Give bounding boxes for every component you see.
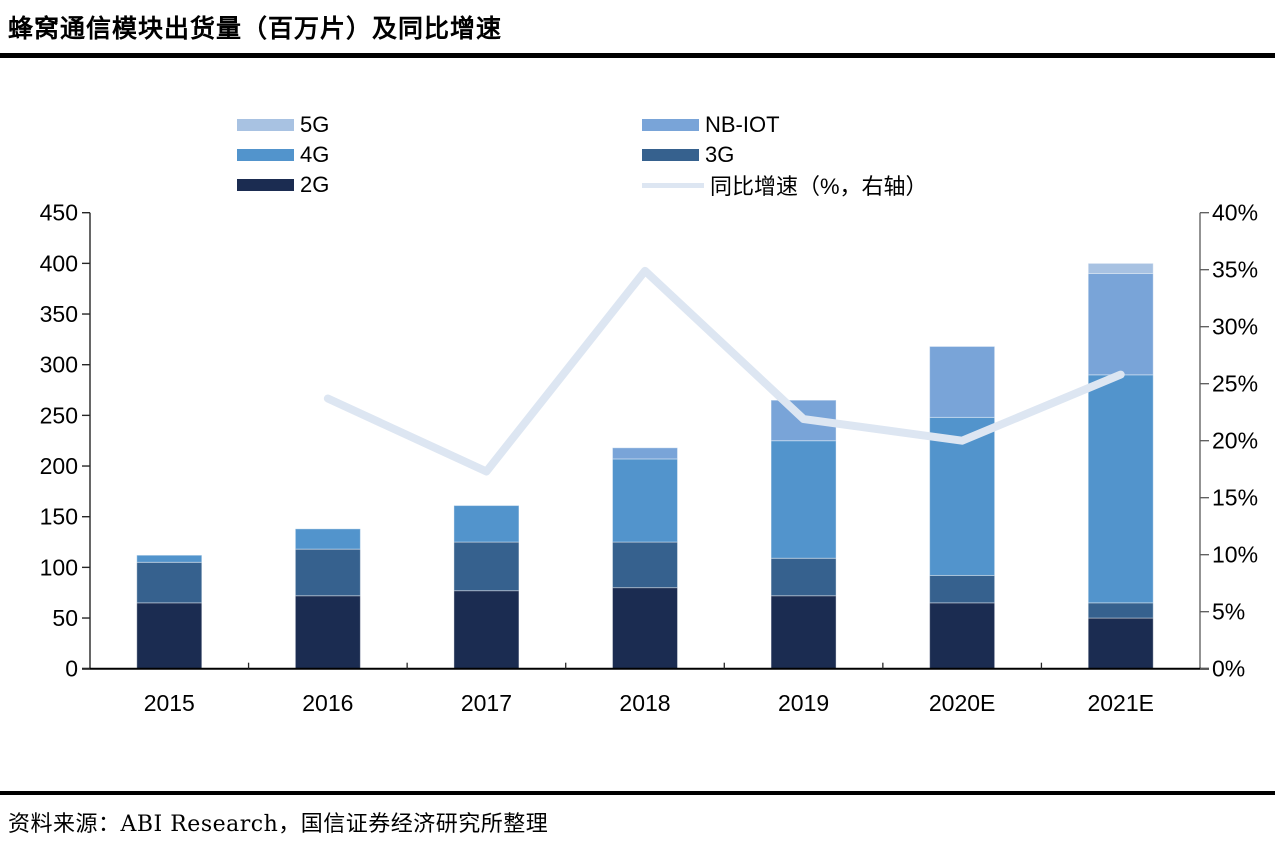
legend-item-3g: 3G	[642, 140, 928, 170]
bar-segment-2017-3G	[453, 541, 520, 592]
right-axis-label: 10%	[1212, 542, 1258, 568]
legend-column-right: NB-IOT 3G 同比增速（%，右轴）	[642, 110, 928, 200]
right-axis-label: 25%	[1212, 371, 1258, 397]
page-title: 蜂窝通信模块出货量（百万片）及同比增速	[8, 14, 503, 43]
left-axis-label: 400	[40, 250, 78, 276]
x-axis-label: 2015	[144, 690, 195, 716]
bar-segment-2020E-3G	[929, 574, 996, 604]
bar-segment-2015-4G	[136, 554, 203, 563]
legend-item-2g: 2G	[237, 170, 329, 200]
legend-column-left: 5G 4G 2G	[237, 110, 329, 200]
legend-label: 3G	[705, 142, 735, 167]
bar-segment-2015-2G	[136, 602, 203, 670]
x-axis-label: 2016	[302, 690, 353, 716]
bar-segment-2019-2G	[770, 595, 837, 670]
bar-segment-2020E-2G	[929, 602, 996, 670]
legend-label: 同比增速（%，右轴）	[710, 174, 928, 199]
title-rule	[0, 53, 1275, 58]
growth-line	[323, 266, 1125, 476]
x-axis-label: 2017	[461, 690, 512, 716]
bar-segment-2019-3G	[770, 557, 837, 597]
bar-segment-2019-4G	[770, 440, 837, 559]
bar-segment-2021E-4G	[1087, 374, 1154, 604]
growth-line-swatch-icon	[642, 182, 704, 188]
bar-segment-2021E-3G	[1087, 602, 1154, 619]
2g-swatch-icon	[237, 179, 294, 191]
bar-segment-2016-4G	[294, 528, 361, 550]
bar-segment-2018-3G	[612, 541, 678, 589]
bar-segment-2018-4G	[612, 458, 678, 543]
right-axis-label: 20%	[1212, 428, 1258, 454]
left-axis-label: 0	[65, 656, 78, 682]
right-axis-label: 15%	[1212, 485, 1258, 511]
right-axis-label: 40%	[1212, 200, 1258, 226]
left-axis-label: 300	[40, 352, 78, 378]
right-axis-label: 35%	[1212, 257, 1258, 283]
x-axis-label: 2019	[778, 690, 829, 716]
right-axis-label: 5%	[1212, 599, 1245, 625]
left-axis-label: 250	[40, 402, 78, 428]
bar-segment-2021E-2G	[1087, 617, 1154, 670]
right-axis-label: 0%	[1212, 656, 1245, 682]
legend-label: 2G	[300, 172, 330, 197]
bar-segment-2021E-5G	[1087, 262, 1154, 275]
left-axis-label: 100	[40, 554, 78, 580]
left-axis-label: 450	[40, 200, 78, 226]
legend-label: 5G	[300, 112, 330, 137]
legend-label: 4G	[300, 142, 330, 167]
legend-item-nbiot: NB-IOT	[642, 110, 928, 140]
bar-segment-2016-3G	[294, 548, 361, 597]
footer-rule	[0, 791, 1275, 795]
legend-item-growth-line: 同比增速（%，右轴）	[642, 170, 928, 200]
right-axis-label: 30%	[1212, 314, 1258, 340]
5g-swatch-icon	[237, 119, 294, 131]
bar-segment-2021E-NB-IOT	[1087, 273, 1154, 376]
left-axis-label: 150	[40, 504, 78, 530]
nbiot-swatch-icon	[642, 119, 699, 131]
3g-swatch-icon	[642, 149, 699, 161]
bar-segment-2017-4G	[453, 505, 520, 543]
4g-swatch-icon	[237, 149, 294, 161]
legend-item-4g: 4G	[237, 140, 329, 170]
chart-legend: 5G 4G 2G NB-IOT 3G 同比增速（%，右轴）	[0, 110, 1275, 200]
bar-segment-2017-2G	[453, 590, 520, 670]
left-axis-label: 350	[40, 301, 78, 327]
legend-label: NB-IOT	[705, 112, 780, 137]
stacked-bar-line-chart: 0 50 100 150 200 250 300 350 400 450 0% 5% 10% 15% 20%…	[40, 200, 1258, 716]
source-note: 资料来源：ABI Research，国信证券经济研究所整理	[8, 812, 549, 837]
bar-segment-2018-2G	[612, 587, 678, 670]
x-axis-label: 2018	[619, 690, 670, 716]
bar-segment-2018-NB-IOT	[612, 447, 678, 460]
bar-segment-2020E-NB-IOT	[929, 345, 996, 418]
left-axis-label: 50	[52, 605, 78, 631]
legend-item-5g: 5G	[237, 110, 329, 140]
left-axis-label: 200	[40, 453, 78, 479]
bar-segment-2015-3G	[136, 561, 203, 604]
bar-segment-2016-2G	[294, 595, 361, 670]
x-axis-label: 2020E	[929, 690, 996, 716]
x-axis-label: 2021E	[1087, 690, 1154, 716]
